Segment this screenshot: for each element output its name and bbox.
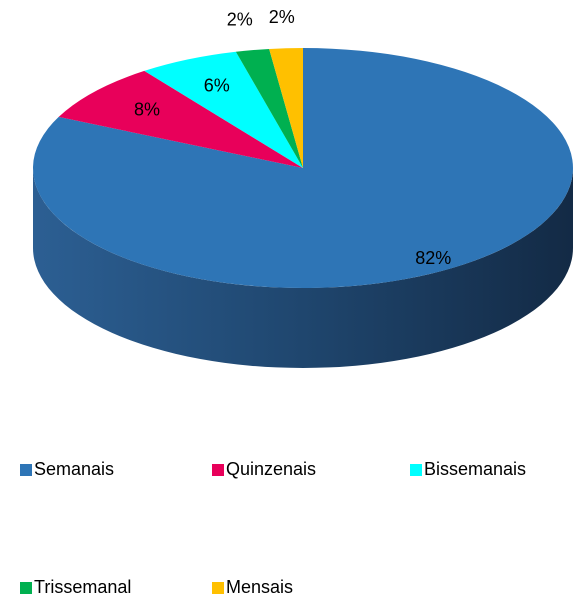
legend-label: Mensais: [226, 577, 293, 597]
legend-label: Semanais: [34, 459, 114, 479]
data-label: 82%: [415, 248, 451, 268]
slice: [144, 51, 303, 168]
slice: [33, 48, 573, 289]
legend-swatch: [410, 464, 422, 476]
legend-swatch: [20, 464, 32, 476]
legend-label: Trissemanal: [34, 577, 131, 597]
data-label: 2%: [269, 7, 295, 27]
legend-label: Bissemanais: [424, 459, 526, 479]
slice: [235, 48, 303, 168]
legend-swatch: [212, 464, 224, 476]
data-label: 6%: [204, 75, 230, 95]
data-label: 8%: [134, 99, 160, 119]
data-label: 2%: [227, 9, 253, 29]
legend-label: Quinzenais: [226, 459, 316, 479]
slice: [58, 70, 303, 168]
legend-swatch: [212, 582, 224, 594]
slice: [269, 48, 303, 168]
legend-swatch: [20, 582, 32, 594]
slice-side: [33, 168, 573, 368]
